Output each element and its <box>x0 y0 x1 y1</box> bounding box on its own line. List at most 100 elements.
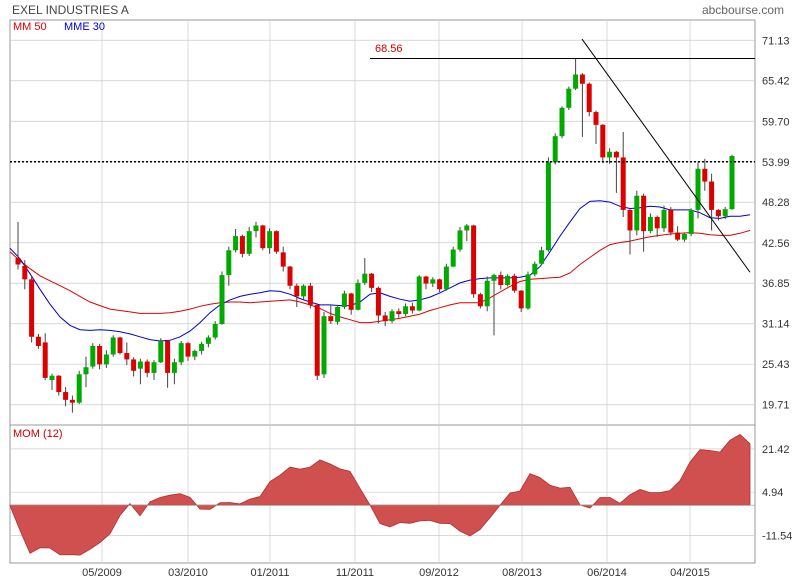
candle-body <box>185 343 191 357</box>
candle <box>63 387 69 407</box>
candle <box>56 375 62 396</box>
candle-body <box>42 342 48 378</box>
candle <box>375 286 381 324</box>
candle-body <box>654 216 660 229</box>
candle <box>389 309 395 324</box>
candle <box>634 190 640 236</box>
mm50-line <box>9 229 751 324</box>
candle-body <box>634 195 640 231</box>
x-tick-label: 08/2013 <box>502 567 542 579</box>
candle-body <box>69 399 75 403</box>
price-tick-label: 53.99 <box>762 157 790 169</box>
candle <box>199 341 205 355</box>
candle <box>83 356 89 388</box>
candle-body <box>362 273 368 283</box>
candle-body <box>76 374 82 403</box>
price-tick-label: 19.71 <box>762 400 790 412</box>
candle <box>22 260 28 290</box>
candle <box>348 292 354 315</box>
candle <box>382 311 388 327</box>
candle-body <box>131 359 137 371</box>
candle-body <box>144 361 150 373</box>
candle-body <box>280 252 286 267</box>
candle <box>97 343 103 370</box>
candle <box>566 86 572 110</box>
candle-body <box>328 316 334 322</box>
candle <box>484 276 490 312</box>
candle <box>76 370 82 405</box>
candle-body <box>552 136 558 163</box>
candle <box>131 357 137 377</box>
candle <box>471 224 477 298</box>
x-tick-label: 03/2010 <box>168 567 208 579</box>
candle <box>511 273 517 293</box>
candle-body <box>559 107 565 137</box>
candle-body <box>165 341 171 373</box>
candle <box>573 58 579 91</box>
source-label: abcbourse.com <box>701 3 784 17</box>
candle <box>124 342 130 366</box>
candle-body <box>681 233 687 240</box>
candle <box>457 226 463 252</box>
momentum-area <box>9 434 755 556</box>
candle <box>396 308 402 318</box>
x-tick-label: 04/2015 <box>670 567 710 579</box>
candle <box>307 282 313 309</box>
candle-body <box>226 250 232 276</box>
candle <box>355 279 361 311</box>
candle-body <box>301 285 307 297</box>
candle <box>688 208 694 237</box>
candle-body <box>661 209 667 229</box>
candle <box>103 350 109 368</box>
candle <box>69 395 75 413</box>
candle-body <box>702 168 708 182</box>
candle-body <box>117 337 123 354</box>
candle-body <box>715 209 721 217</box>
candle <box>498 271 504 290</box>
momentum-label: MOM (12) <box>13 428 63 440</box>
candle-body <box>688 209 694 234</box>
momentum-panel-frame <box>9 424 756 564</box>
candle <box>491 273 497 336</box>
candle-body <box>627 209 633 231</box>
candle <box>525 271 531 310</box>
candle <box>301 284 307 300</box>
candle-body <box>49 375 55 380</box>
candle-body <box>29 279 35 337</box>
candle <box>239 234 245 258</box>
candle-body <box>675 232 681 240</box>
candle <box>600 124 606 164</box>
x-tick-label: 01/2011 <box>251 567 290 579</box>
legend-mme30: MME 30 <box>64 21 105 33</box>
candle-body <box>273 231 279 252</box>
candle-body <box>437 279 443 290</box>
candle <box>464 224 470 242</box>
candle-body <box>90 345 96 367</box>
candle <box>423 275 429 290</box>
candle-body <box>423 276 429 284</box>
candle <box>403 303 409 317</box>
x-tick-label: 05/2009 <box>82 567 122 579</box>
candle-body <box>246 231 252 254</box>
candle <box>151 360 157 380</box>
candle <box>416 275 422 312</box>
price-tick-label: 36.85 <box>762 278 790 290</box>
candle-body <box>171 362 177 373</box>
candle-body <box>287 266 293 286</box>
candle-body <box>63 392 69 400</box>
candle-body <box>335 306 341 322</box>
candle <box>505 274 511 287</box>
annotations: MM 50 MME 30 68.56 MOM (12) <box>10 21 755 440</box>
x-tick-label: 09/2012 <box>419 567 459 579</box>
candle-body <box>158 341 164 363</box>
candle-body <box>239 236 245 254</box>
candle-body <box>103 354 109 365</box>
candle <box>613 151 619 193</box>
candle <box>253 221 259 238</box>
candle <box>165 340 171 388</box>
candle-body <box>593 112 599 125</box>
candle <box>226 246 232 286</box>
candle <box>117 336 123 355</box>
candle-body <box>525 274 531 309</box>
